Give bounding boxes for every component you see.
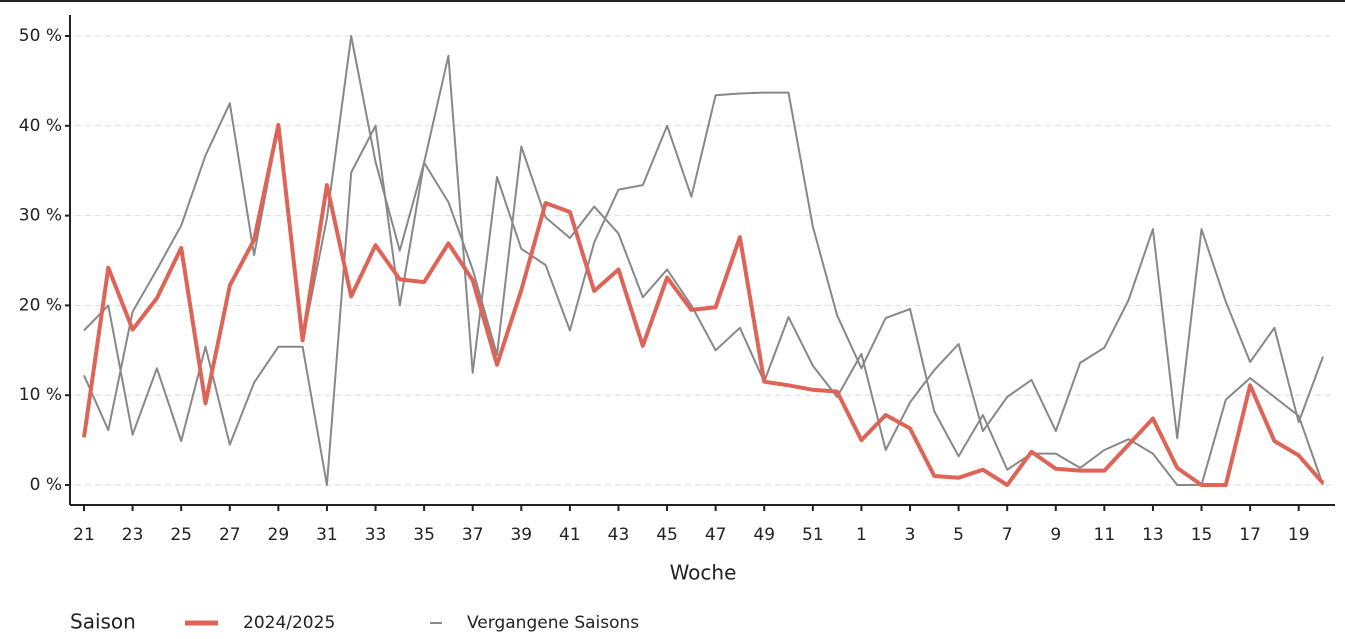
x-tick-label: 25 [170,525,192,545]
x-tick-label: 45 [656,525,678,545]
x-tick-label: 13 [1142,525,1164,545]
x-tick-label: 39 [510,525,532,545]
y-tick-label: 50 % [19,26,62,46]
series-line [83,124,1324,486]
x-tick-label: 15 [1191,525,1213,545]
x-tick-label: 9 [1050,525,1061,545]
x-tick-label: 7 [1002,525,1013,545]
legend-label: Vergangene Saisons [467,613,639,633]
legend-label: 2024/2025 [243,613,335,633]
x-tick-label: 49 [753,525,775,545]
x-tick-label: 35 [413,525,435,545]
x-tick-label: 27 [219,525,241,545]
x-tick-label: 1 [856,525,867,545]
x-tick-label: 51 [802,525,824,545]
x-tick-label: 33 [365,525,387,545]
x-tick-label: 47 [705,525,727,545]
y-tick-label: 30 % [19,206,62,226]
y-tick-label: 0 % [30,475,62,495]
x-tick-label: 37 [462,525,484,545]
x-tick-label: 43 [608,525,630,545]
x-tick-label: 41 [559,525,581,545]
x-tick-label: 5 [953,525,964,545]
x-tick-label: 3 [905,525,916,545]
x-tick-label: 31 [316,525,338,545]
x-tick-label: 17 [1239,525,1261,545]
y-tick-label: 40 % [19,116,62,136]
legend-title: Saison [70,610,136,634]
x-tick-label: 29 [268,525,290,545]
x-axis-label: Woche [670,561,737,585]
x-tick-label: 21 [73,525,95,545]
series-line [82,122,1325,487]
x-tick-label: 11 [1094,525,1116,545]
series-line [83,35,1324,486]
y-tick-label: 10 % [19,385,62,405]
x-tick-label: 23 [122,525,144,545]
y-tick-label: 20 % [19,295,62,315]
x-tick-label: 19 [1288,525,1310,545]
